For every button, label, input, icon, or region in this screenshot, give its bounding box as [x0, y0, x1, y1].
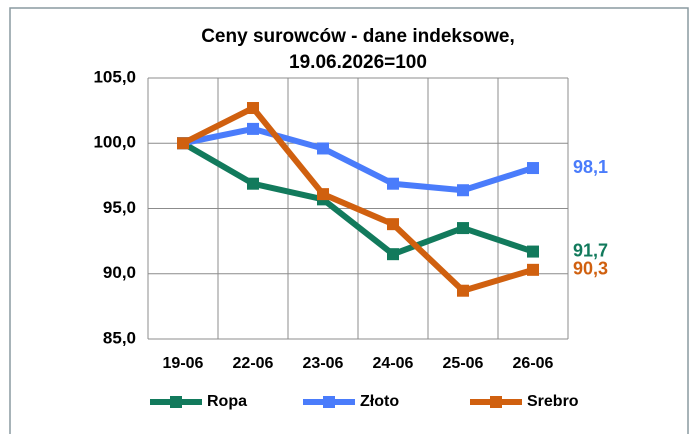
point-marker	[247, 177, 259, 190]
y-tick-label: 105,0	[93, 67, 136, 86]
point-marker	[387, 248, 399, 261]
x-tick-label: 19-06	[163, 355, 204, 372]
legend-label: Srebro	[527, 393, 579, 410]
point-marker	[457, 284, 469, 297]
point-marker	[527, 245, 539, 258]
point-marker	[247, 102, 259, 115]
x-tick-label: 24-06	[373, 355, 414, 372]
y-tick-label: 100,0	[93, 133, 136, 152]
x-tick-label: 26-06	[513, 355, 554, 372]
x-tick-label: 22-06	[233, 355, 274, 372]
point-marker	[457, 222, 469, 235]
point-marker	[317, 188, 329, 201]
data-label: 98,1	[573, 157, 608, 177]
point-marker	[387, 177, 399, 190]
chart-title: 19.06.2026=100	[289, 52, 427, 73]
x-tick-label: 25-06	[443, 355, 484, 372]
data-label: 90,3	[573, 259, 608, 279]
y-tick-label: 90,0	[103, 263, 136, 282]
x-tick-label: 23-06	[303, 355, 344, 372]
point-marker	[527, 162, 539, 175]
y-tick-label: 85,0	[103, 328, 136, 347]
legend-marker	[323, 396, 335, 408]
point-marker	[177, 137, 189, 150]
point-marker	[247, 122, 259, 135]
series-line	[181, 105, 534, 294]
legend-marker	[490, 396, 502, 408]
legend-marker	[170, 396, 182, 408]
point-marker	[387, 218, 399, 231]
series-line	[181, 140, 534, 258]
data-label: 91,7	[573, 240, 608, 260]
legend-label: Ropa	[207, 393, 247, 410]
legend-label: Złoto	[360, 393, 399, 410]
y-tick-label: 95,0	[103, 198, 136, 217]
point-marker	[457, 184, 469, 197]
series-line	[182, 125, 534, 194]
point-marker	[317, 142, 329, 155]
point-marker	[527, 263, 539, 276]
chart-title: Ceny surowców - dane indeksowe,	[201, 26, 515, 47]
